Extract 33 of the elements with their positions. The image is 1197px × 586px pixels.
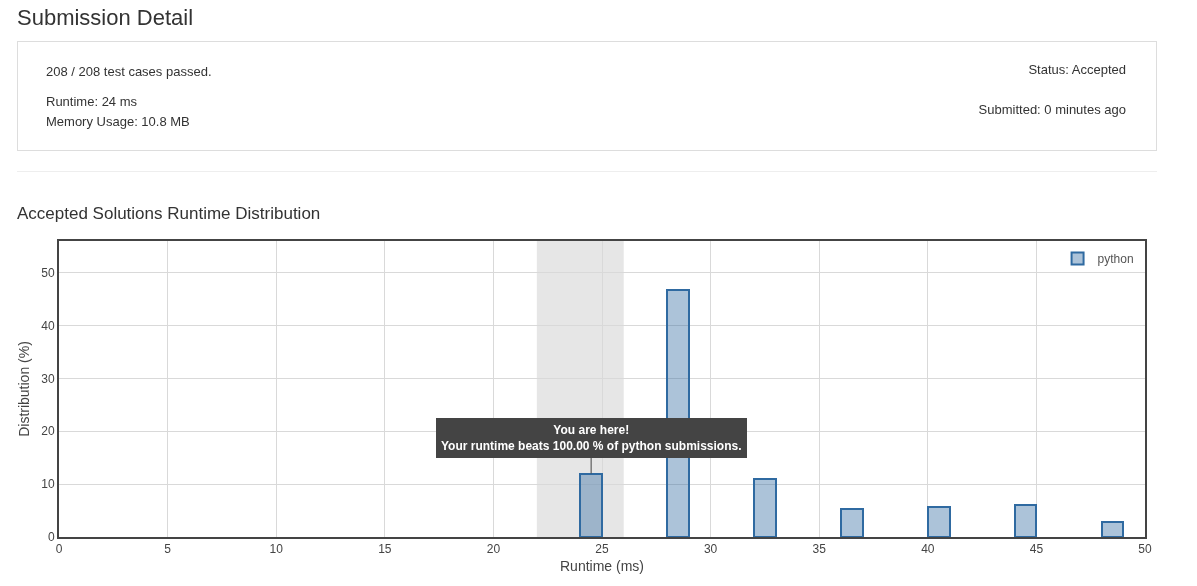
y-tick-label: 30	[41, 371, 55, 386]
x-tick-label: 25	[595, 542, 609, 557]
bar	[840, 508, 864, 537]
x-tick-label: 20	[486, 542, 501, 557]
bar	[1014, 504, 1037, 537]
text: Memory Usage: 10.8 MB	[46, 114, 190, 129]
x-tick-label: 40	[921, 542, 935, 557]
y-tick-label: 10	[41, 477, 55, 492]
text: Submitted: 0 minutes ago	[978, 102, 1126, 117]
bar	[579, 473, 603, 537]
text: Status: Accepted	[1028, 62, 1126, 77]
x-tick-label: 5	[164, 542, 172, 557]
legend-label: python	[1097, 252, 1134, 267]
y-tick-label: 0	[47, 530, 55, 545]
y-tick-label: 40	[41, 318, 55, 333]
x-tick-label: 15	[378, 542, 392, 557]
x-axis-title: Runtime (ms)	[559, 558, 645, 575]
x-tick-label: 10	[269, 542, 284, 557]
y-tick-label: 50	[41, 265, 55, 280]
bar	[1101, 521, 1124, 537]
y-axis-title: Distribution (%)	[16, 341, 33, 437]
x-tick-label: 30	[703, 542, 718, 557]
x-tick-label: 50	[1138, 542, 1152, 557]
x-tick-label: 45	[1029, 542, 1044, 557]
chart-title: Accepted Solutions Runtime Distribution	[17, 203, 321, 223]
bar	[927, 506, 951, 537]
bar	[753, 478, 777, 537]
annotation: You are here! Your runtime beats 100.00 % of python submissions.	[441, 423, 742, 453]
text: Submission Detail	[17, 5, 194, 31]
x-tick-label: 35	[812, 542, 827, 557]
text: 208 / 208 test cases passed.	[46, 64, 212, 79]
text: Runtime: 24 ms	[46, 94, 138, 109]
y-tick-label: 20	[41, 424, 55, 439]
